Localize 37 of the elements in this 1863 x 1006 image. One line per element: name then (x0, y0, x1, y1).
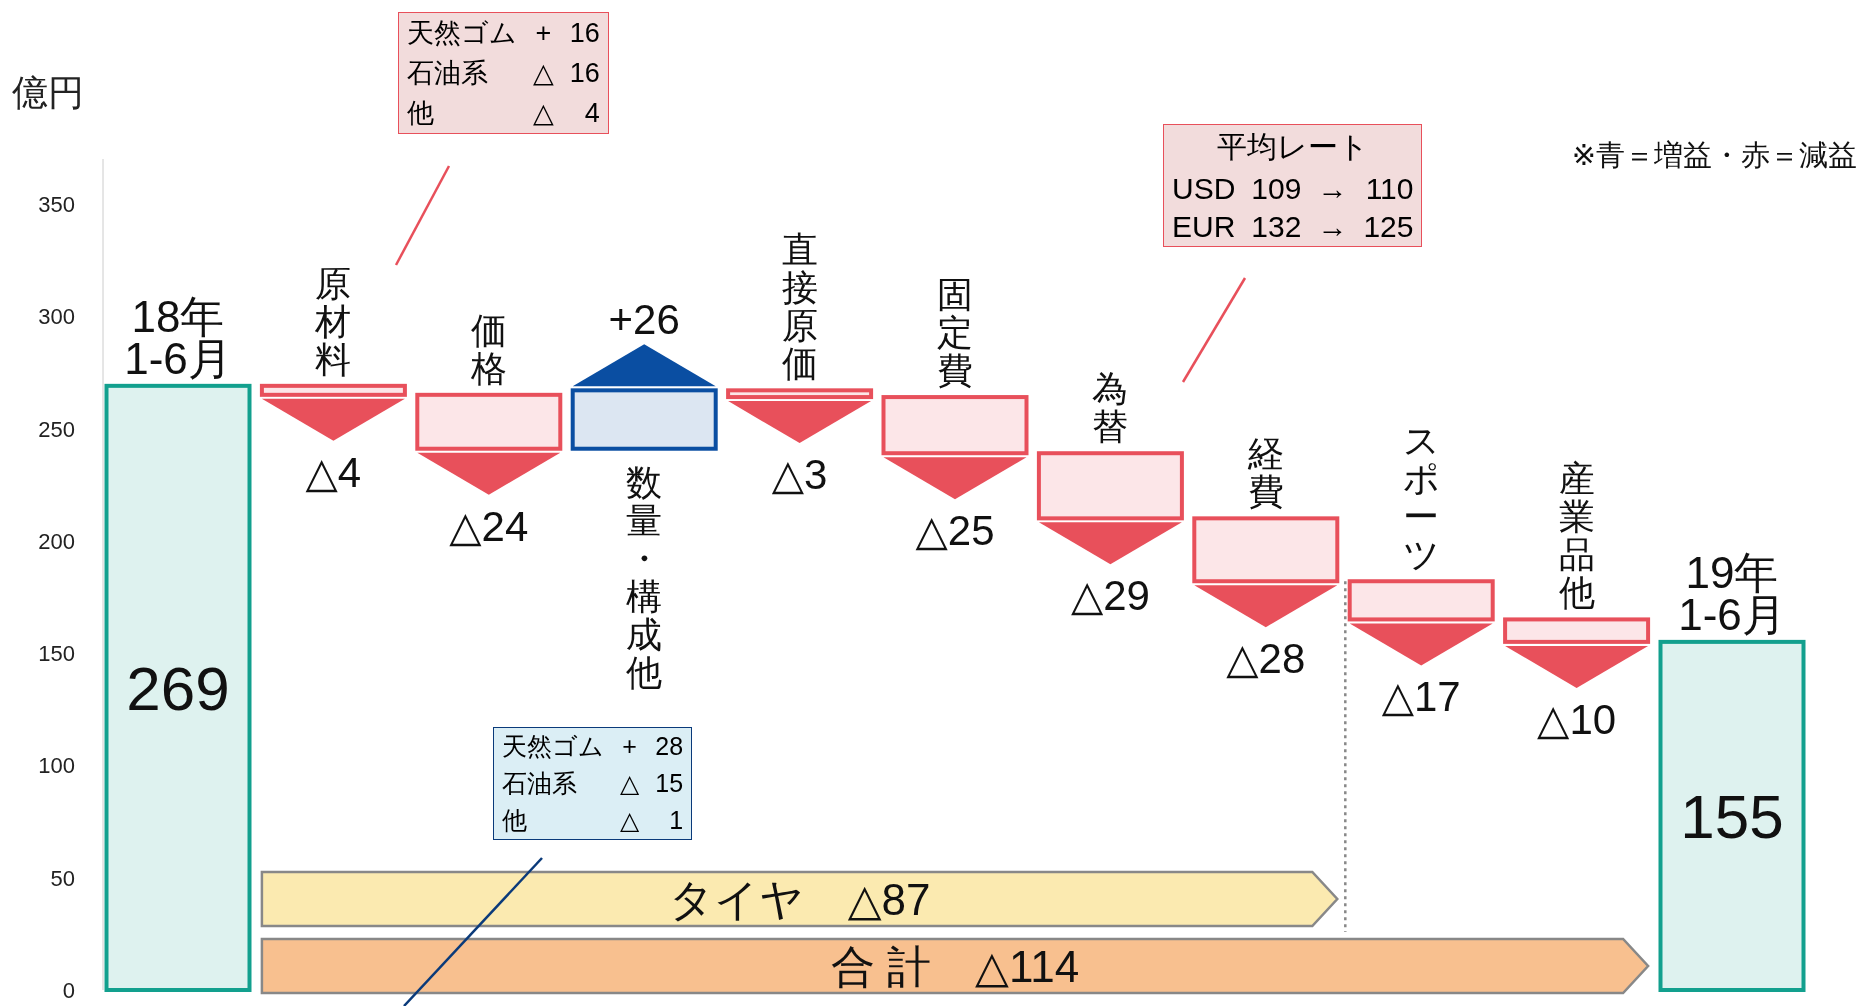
x-tick-label: 固定費 (937, 274, 973, 392)
x-tick-label: 原材料 (314, 262, 352, 380)
y-tick-label: 300 (38, 304, 75, 330)
y-tick-label: 100 (38, 753, 75, 779)
x-tick-label: スポーツ (1402, 420, 1440, 576)
y-tick-label: 0 (62, 978, 75, 1003)
text: 天然ゴム + 16 石油系 △ 16 他 △ 4 (407, 17, 600, 128)
data-label: △24 (449, 502, 529, 550)
x-tick-label: 産業品他 (1558, 458, 1595, 614)
y-tick-label: 250 (38, 416, 75, 442)
band-label: 合 計 △114 (830, 942, 1080, 991)
data-label: △3 (771, 451, 828, 499)
x-tick-label: 直接原価 (781, 229, 818, 385)
x-tick-label: 19年 1-6月 (1678, 547, 1786, 639)
data-label: △25 (915, 507, 995, 555)
y-tick-label: 200 (38, 528, 75, 554)
x-tick-label: 為替 (1092, 368, 1129, 448)
y-axis-title: 億円 (12, 72, 84, 113)
y-tick-label: 50 (50, 865, 75, 891)
data-label: 269 (126, 653, 230, 723)
x-tick-label: 経費 (1246, 433, 1284, 513)
data-label: △28 (1226, 635, 1306, 683)
data-label: △29 (1070, 572, 1150, 620)
x-tick-label: 18年 1-6月 (124, 291, 232, 383)
text: 天然ゴム + 28 石油系 △ 15 他 △ 1 (502, 732, 684, 834)
data-label: △4 (305, 448, 362, 496)
data-label: +26 (608, 296, 680, 344)
annotation: ※青＝増益・赤＝減益 (1571, 139, 1857, 171)
data-label: 155 (1680, 781, 1784, 851)
data-label: △17 (1381, 673, 1461, 721)
y-tick-label: 150 (38, 641, 75, 667)
x-tick-label: 数量・構成他 (626, 461, 663, 693)
text: 平均レート USD 109 → 110 EUR 132 → 125 (1172, 130, 1414, 243)
band-label: タイヤ △87 (668, 875, 931, 924)
y-tick-label: 350 (38, 191, 75, 217)
data-label: △10 (1537, 695, 1617, 743)
x-tick-label: 価格 (469, 309, 507, 389)
